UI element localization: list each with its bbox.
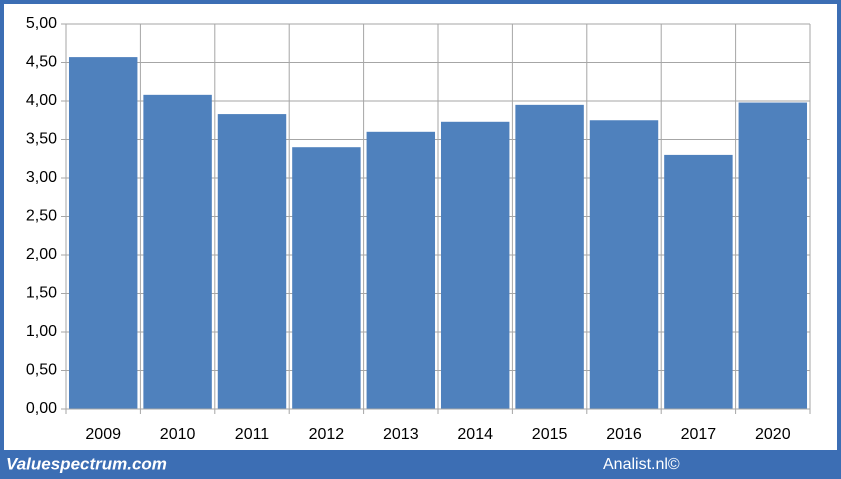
- y-tick-label: 4,00: [26, 92, 57, 109]
- bar: [143, 94, 212, 409]
- x-tick-label: 2010: [160, 426, 196, 443]
- x-tick-label: 2020: [755, 426, 791, 443]
- x-tick-label: 2017: [681, 426, 717, 443]
- bar: [589, 120, 659, 409]
- y-tick-label: 2,50: [26, 208, 57, 225]
- y-tick-label: 0,00: [26, 400, 57, 417]
- y-tick-label: 1,00: [26, 323, 57, 340]
- bar: [515, 104, 584, 409]
- bar: [440, 121, 510, 409]
- footer-right: Analist.nl©: [603, 456, 680, 473]
- y-tick-label: 1,50: [26, 285, 57, 302]
- footer-left: Valuespectrum.com: [6, 454, 167, 473]
- bar: [68, 57, 138, 410]
- bar: [738, 102, 808, 409]
- x-tick-label: 2012: [309, 426, 345, 443]
- bar: [217, 114, 287, 409]
- x-tick-label: 2014: [457, 426, 493, 443]
- x-tick-label: 2016: [606, 426, 642, 443]
- x-tick-label: 2011: [235, 426, 270, 443]
- y-tick-label: 5,00: [26, 15, 57, 32]
- bar: [292, 147, 361, 409]
- bar: [366, 131, 436, 410]
- x-tick-label: 2013: [383, 426, 419, 443]
- y-tick-label: 2,00: [26, 246, 57, 263]
- bar: [664, 154, 733, 409]
- x-tick-label: 2009: [85, 426, 121, 443]
- y-tick-label: 3,50: [26, 131, 57, 148]
- y-tick-label: 4,50: [26, 54, 57, 71]
- y-tick-label: 0,50: [26, 362, 57, 379]
- x-tick-label: 2015: [532, 426, 568, 443]
- y-tick-label: 3,00: [26, 169, 57, 186]
